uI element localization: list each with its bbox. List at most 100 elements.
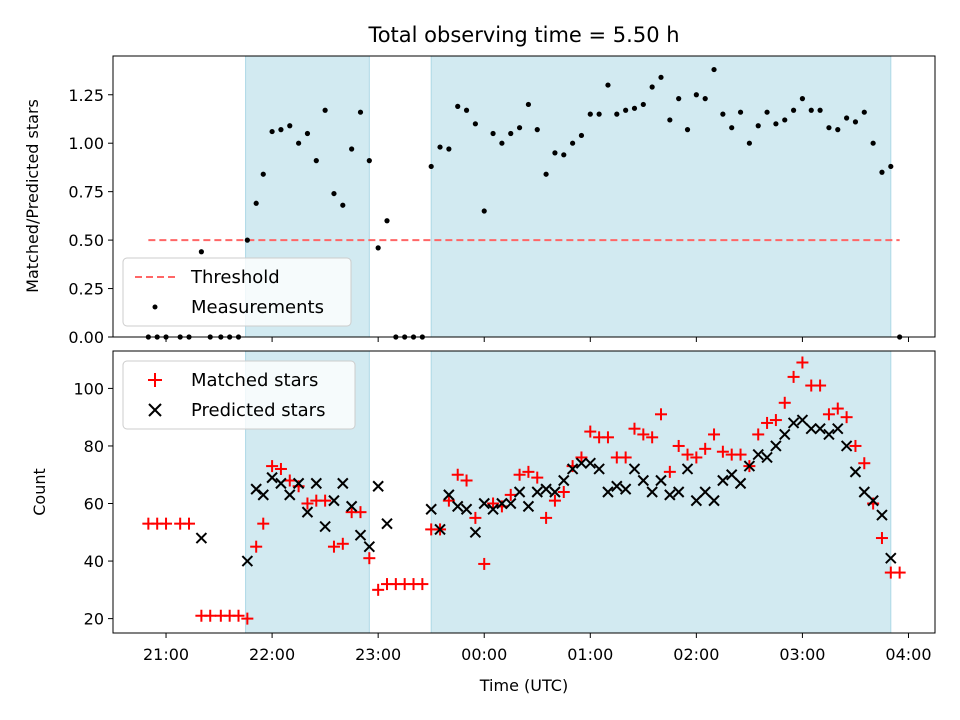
predicted-star-point (275, 477, 287, 490)
measurement-point (570, 140, 576, 146)
predicted-star-point (522, 500, 535, 513)
predicted-star-point (885, 552, 897, 564)
predicted-star-point (328, 494, 340, 507)
measurements-series (145, 66, 903, 340)
measurement-point (508, 130, 514, 137)
matched-stars-series (142, 356, 906, 625)
measurement-point (879, 169, 885, 175)
predicted-star-point (840, 440, 853, 452)
predicted-star-point (699, 486, 711, 498)
bottom-y-tick-label: 20 (84, 610, 104, 629)
bottom-y-tick-label: 100 (73, 379, 104, 398)
matched-star-point (478, 557, 491, 570)
top-y-axis-label: Matched/Predicted stars (23, 99, 42, 293)
predicted-star-point (257, 489, 269, 501)
predicted-legend-swatch (148, 403, 162, 417)
measurement-point (596, 111, 602, 117)
matched-star-point (672, 439, 685, 452)
measurement-point (552, 150, 558, 156)
measurement-point (340, 202, 346, 208)
bottom-legend: Matched stars Predicted stars (122, 360, 356, 430)
matched-star-point (601, 431, 614, 444)
figure-title: Total observing time = 5.50 h (367, 23, 679, 47)
predicted-star-point (832, 422, 844, 435)
matched-star-point (416, 578, 429, 591)
matched-star-point (327, 540, 340, 553)
matched-star-point (513, 468, 526, 481)
predicted-star-point (452, 500, 464, 513)
matched-star-point (204, 609, 217, 622)
bottom-x-tick-label: 01:00 (567, 645, 613, 664)
matched-star-point (183, 517, 196, 530)
x-axis-label: Time (UTC) (479, 676, 568, 695)
measurement-point (684, 127, 691, 133)
matched-star-point (241, 612, 254, 625)
predicted-star-point (858, 486, 870, 498)
measurement-point (614, 111, 620, 117)
shaded-interval-1 (430, 350, 892, 634)
predicted-star-point (487, 503, 499, 515)
threshold-legend-label: Threshold (190, 267, 280, 288)
predicted-star-point (266, 471, 278, 484)
measurement-point (516, 125, 523, 131)
measurement-point (861, 109, 867, 115)
measurement-point (817, 107, 823, 113)
predicted-star-point (425, 503, 437, 515)
measurement-point (499, 140, 505, 146)
predicted-star-point (284, 489, 296, 501)
predicted-star-point (505, 497, 517, 510)
measurement-point (304, 130, 311, 137)
predicted-stars-series (195, 414, 897, 567)
predicted-star-point (796, 414, 809, 426)
measurement-point (490, 130, 496, 137)
measurement-point (384, 218, 390, 224)
bottom-y-tick-label: 80 (84, 437, 104, 456)
measurement-point (623, 107, 629, 113)
predicted-star-point (372, 480, 384, 492)
measurement-point (278, 127, 284, 133)
measurement-point (852, 119, 859, 125)
measurement-point (676, 96, 682, 102)
measurement-point (746, 140, 752, 146)
matched-star-point (250, 540, 263, 553)
matched-legend-label: Matched stars (191, 370, 318, 391)
matched-star-point (893, 566, 906, 579)
predicted-star-point (805, 422, 817, 435)
bottom-x-tick-label: 21:00 (143, 645, 189, 664)
measurement-point (773, 121, 779, 127)
measurement-point (428, 163, 434, 170)
matched-star-point (663, 465, 676, 478)
measurement-point (561, 152, 567, 158)
bottom-x-tick-label: 02:00 (673, 645, 719, 664)
predicted-star-point (761, 451, 773, 464)
predicted-star-point (637, 474, 650, 487)
predicted-star-point (540, 483, 552, 495)
matched-star-point (778, 396, 791, 409)
matched-star-point (875, 532, 888, 545)
measurement-point (244, 237, 250, 243)
measurement-point (808, 107, 814, 113)
measurement-point (782, 117, 788, 123)
predicted-star-point (664, 489, 676, 501)
predicted-star-point (779, 428, 791, 441)
predicted-star-point (646, 486, 658, 498)
matched-star-point (628, 422, 641, 435)
predicted-star-point (549, 486, 561, 498)
matched-star-point (557, 486, 570, 498)
measurement-point (631, 105, 638, 111)
predicted-star-point (619, 483, 632, 495)
matched-star-point (469, 511, 482, 524)
measurement-point (543, 171, 549, 177)
measurement-point (446, 146, 452, 152)
predicted-star-point (770, 440, 782, 452)
matched-star-point (575, 451, 588, 464)
predicted-star-point (787, 417, 800, 429)
predicted-star-point (478, 497, 490, 510)
matched-star-point (257, 517, 270, 530)
predicted-star-point (241, 555, 254, 567)
measurement-point (649, 84, 655, 90)
predicted-star-point (301, 506, 314, 518)
predicted-star-point (363, 540, 376, 553)
predicted-star-point (823, 428, 835, 441)
